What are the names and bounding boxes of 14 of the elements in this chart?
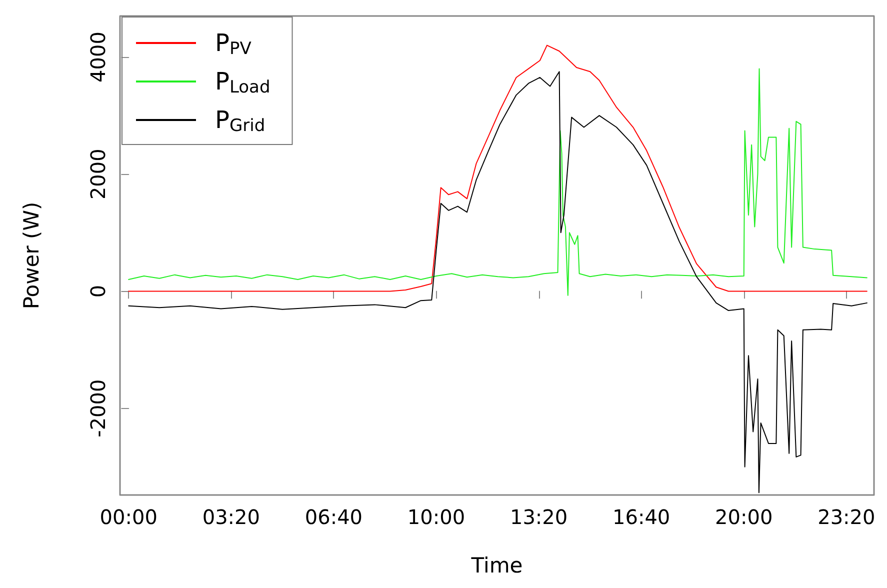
x-tick-label: 10:00 — [407, 505, 466, 529]
x-tick-label: 13:20 — [510, 505, 568, 529]
x-tick-label: 16:40 — [612, 505, 670, 529]
y-tick-label: 0 — [86, 284, 110, 298]
x-tick-label: 06:40 — [304, 505, 363, 529]
x-tick-label: 23:20 — [818, 505, 876, 529]
x-axis-title: Time — [470, 554, 523, 578]
x-tick-label: 20:00 — [715, 505, 773, 529]
y-axis-title: Power (W) — [20, 202, 44, 310]
x-tick-label: 00:00 — [100, 505, 158, 529]
y-tick-label: 2000 — [86, 148, 110, 200]
y-tick-label: 4000 — [86, 32, 110, 82]
x-tick-label: 03:20 — [202, 505, 260, 529]
y-tick-label: -2000 — [86, 379, 110, 438]
